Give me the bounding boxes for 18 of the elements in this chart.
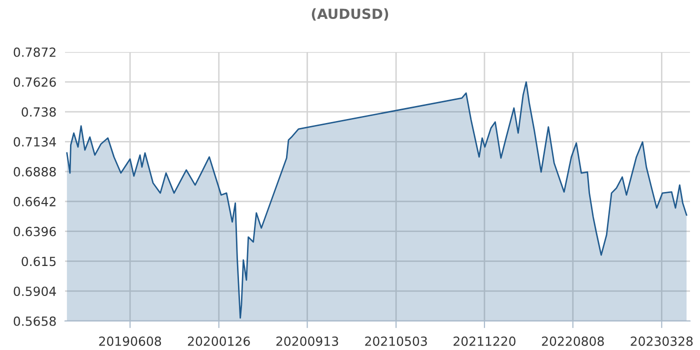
y-tick-label: 0.6888: [14, 167, 56, 176]
x-tick-label: 20200126: [188, 336, 250, 346]
y-tick-label: 0.615: [22, 256, 56, 266]
x-tick-label: 20211220: [454, 336, 516, 346]
y-tick-label: 0.7134: [14, 137, 56, 147]
x-tick-label: 20220808: [542, 336, 604, 346]
x-tick-label: 20210503: [365, 336, 427, 346]
y-tick-label: 0.738: [22, 107, 56, 117]
y-tick-label: 0.6642: [14, 196, 56, 206]
x-tick-label: 20230328: [630, 336, 693, 346]
chart-title: (AUDUSD): [312, 8, 388, 21]
y-tick-label: 0.7872: [14, 47, 56, 57]
y-tick-label: 0.5904: [14, 286, 56, 296]
y-tick-label: 0.7626: [14, 77, 56, 87]
y-tick-label: 0.6396: [14, 226, 56, 236]
y-tick-label: 0.5658: [14, 316, 56, 326]
x-tick-label: 20190608: [99, 336, 162, 346]
x-tick-label: 20200913: [276, 336, 338, 346]
